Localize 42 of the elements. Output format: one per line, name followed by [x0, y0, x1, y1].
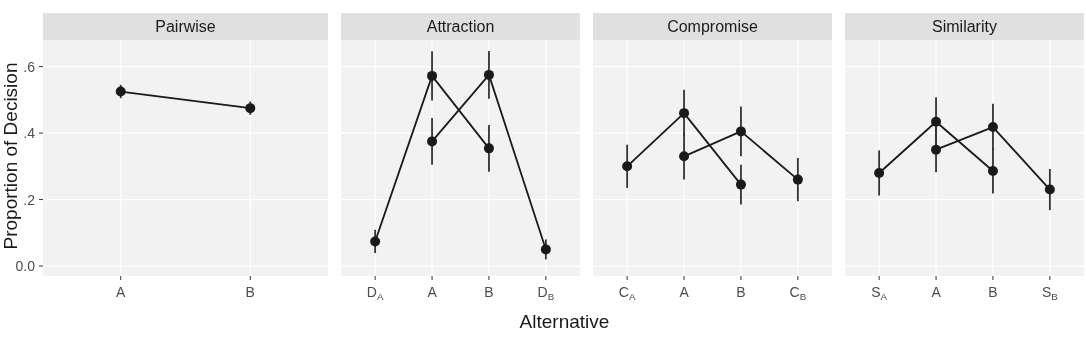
x-tick-label: A	[427, 284, 438, 300]
point	[987, 122, 998, 133]
point	[792, 174, 803, 185]
point	[1044, 184, 1055, 195]
y-axis-title: Proportion of Decision	[0, 62, 22, 249]
x-tick-label: A	[931, 284, 942, 300]
x-axis-title: Alternative	[519, 311, 610, 332]
chart-title: Similarity	[845, 13, 1084, 40]
point	[735, 179, 746, 190]
point	[679, 108, 690, 119]
point	[483, 69, 494, 80]
x-tick-label: C$_{B}$	[789, 284, 807, 302]
x-tick-label: B	[245, 284, 255, 300]
x-tick-label: A	[679, 284, 690, 300]
x-tick-label: A	[116, 284, 127, 300]
point	[931, 116, 942, 127]
point	[679, 151, 690, 162]
x-tick-label: B	[988, 284, 998, 300]
x-tick-label: D$_{B}$	[537, 284, 555, 302]
x-tick-label: C$_{A}$	[618, 284, 636, 302]
chart-title: Attraction	[341, 13, 580, 40]
point	[622, 161, 633, 172]
point	[427, 136, 438, 147]
point	[931, 144, 942, 155]
x-tick-label: S$_{A}$	[871, 284, 888, 302]
point	[735, 126, 746, 137]
point	[540, 244, 551, 255]
chart-title: Compromise	[593, 13, 832, 40]
y-tick-label: .2	[23, 191, 36, 208]
point	[874, 167, 885, 178]
x-tick-label: D$_{A}$	[366, 284, 384, 302]
point	[987, 165, 998, 176]
y-tick-label: .6	[23, 58, 36, 75]
x-tick-label: S$_{B}$	[1041, 284, 1059, 302]
point	[483, 143, 494, 154]
x-tick-label: B	[736, 284, 746, 300]
point	[427, 70, 438, 81]
chart-title: Pairwise	[43, 13, 328, 40]
y-tick-label: 0.0	[15, 258, 36, 275]
point	[370, 236, 381, 247]
x-tick-label: B	[484, 284, 494, 300]
y-tick-label: .4	[23, 125, 36, 142]
